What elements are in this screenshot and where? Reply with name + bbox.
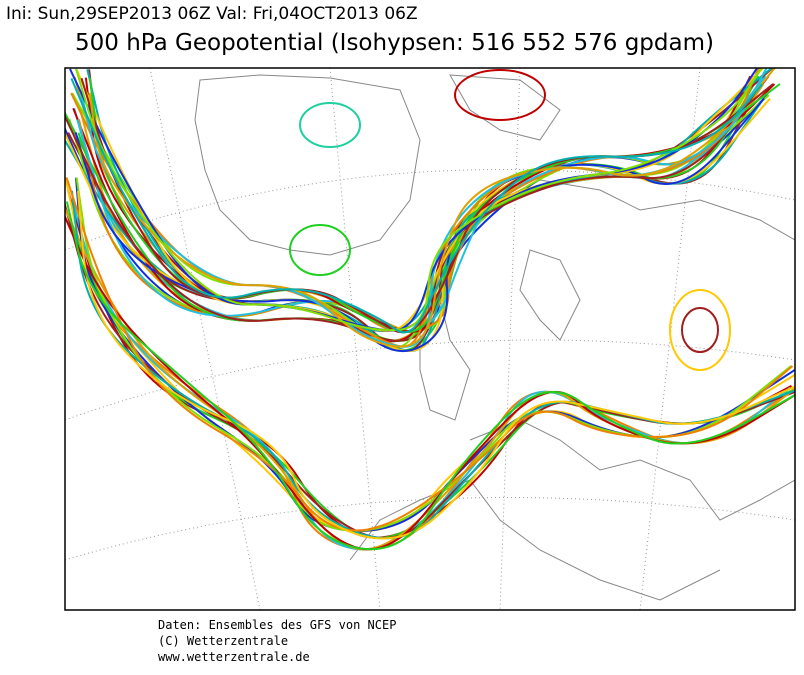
run-info: Ini: Sun,29SEP2013 06Z Val: Fri,04OCT201… <box>6 4 418 24</box>
contour-line <box>65 177 795 532</box>
contour-loop <box>289 224 351 276</box>
contour-loop <box>681 307 719 353</box>
contour-line <box>65 98 765 352</box>
ensemble-contours <box>65 68 795 551</box>
contour-line <box>65 204 795 539</box>
contour-line <box>74 97 765 353</box>
contour-loop <box>669 289 731 371</box>
coastline <box>194 74 421 256</box>
contour-line <box>75 68 763 332</box>
contour-line <box>75 68 765 332</box>
contour-line <box>67 98 754 352</box>
footer-line: (C) Wetterzentrale <box>158 634 289 648</box>
contour-line <box>74 177 795 532</box>
contour-line <box>77 190 795 540</box>
contour-line <box>65 177 794 532</box>
coastline <box>469 419 795 521</box>
contour-line <box>70 77 764 334</box>
map-title: 500 hPa Geopotential (Isohypsen: 516 552… <box>75 30 714 56</box>
footer-line: Daten: Ensembles des GFS von NCEP <box>158 618 397 632</box>
contour-line <box>88 68 776 348</box>
coastline <box>449 74 561 141</box>
footer-line: www.wetterzentrale.de <box>158 650 310 664</box>
contour-loop <box>454 69 546 121</box>
contour-line <box>65 201 795 540</box>
coastline <box>519 249 581 341</box>
contour-line <box>65 201 795 551</box>
coastline <box>349 479 721 601</box>
contour-line <box>68 94 770 333</box>
contour-line <box>65 75 770 342</box>
contour-loop <box>299 102 361 148</box>
map-frame <box>64 67 796 611</box>
contour-line <box>79 75 756 343</box>
footer: Daten: Ensembles des GFS von NCEP (C) We… <box>158 617 396 665</box>
